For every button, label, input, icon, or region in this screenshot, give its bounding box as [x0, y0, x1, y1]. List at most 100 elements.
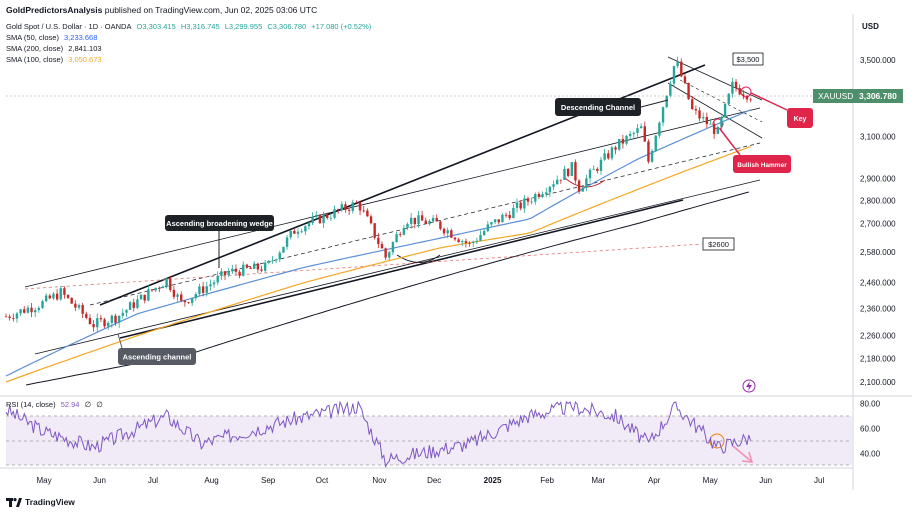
candle-body	[534, 194, 537, 202]
rsi-line[interactable]	[5, 400, 752, 469]
price-axis[interactable]: 3,500.0003,300.0003,100.0002,900.0002,80…	[860, 56, 896, 387]
candle-body	[12, 318, 15, 319]
ohlc-high: H3,316.745	[180, 22, 220, 31]
annotation-bullish-hammer[interactable]: Bullish Hammer	[719, 128, 791, 173]
candle-body	[59, 288, 62, 300]
candle-body	[242, 264, 245, 276]
candle-body	[256, 263, 260, 270]
time-tick-label: Apr	[648, 476, 661, 485]
candle-body	[482, 231, 486, 235]
candle-body	[621, 139, 625, 144]
candle-body	[8, 316, 11, 319]
annotation-2600[interactable]: $2600	[702, 237, 735, 251]
indicator-sma100[interactable]: SMA (100, close) 3,050.673	[6, 55, 102, 64]
channel-upper-thin[interactable]	[24, 107, 761, 288]
candle-body	[691, 99, 694, 110]
indicator-sma100-label: SMA (100, close)	[6, 55, 64, 64]
price-tick-label: 3,100.000	[860, 133, 896, 142]
annotation-descending-channel[interactable]: Descending Channel	[555, 98, 669, 116]
publish-header: GoldPredictorsAnalysis published on Trad…	[6, 5, 317, 15]
indicator-sma100-value: 3,050.673	[68, 55, 102, 64]
author-name[interactable]: GoldPredictorsAnalysis	[6, 5, 103, 15]
candle-body	[428, 221, 431, 225]
candle-body	[519, 202, 522, 209]
candle-body	[749, 99, 752, 101]
candle-body	[351, 202, 354, 211]
price-tick-label: 2,460.000	[860, 278, 896, 287]
support-2600-line[interactable]	[24, 243, 703, 290]
candle-body	[712, 123, 716, 134]
candle-body	[607, 153, 610, 159]
ohlc-open: O3,303.415	[136, 22, 176, 31]
candle-body	[417, 215, 420, 225]
time-axis[interactable]: May Jun Jul Aug Sep Oct Nov Dec 2025 Feb Mar Apr May…	[37, 476, 825, 485]
candle-body	[183, 300, 187, 303]
candle-body	[581, 187, 584, 192]
candle-body	[136, 299, 139, 308]
candle-body	[77, 305, 81, 308]
annotation-3500[interactable]: $3,500	[732, 52, 764, 66]
ohlc-change: +17.080 (+0.52%)	[311, 22, 372, 31]
candle-body	[442, 228, 446, 234]
candle-body	[450, 230, 453, 238]
candle-body	[413, 217, 417, 225]
lightning-icon[interactable]	[742, 379, 756, 393]
time-tick-label: Aug	[204, 476, 218, 485]
candle-body	[260, 269, 263, 271]
price-tick-label: 2,800.000	[860, 197, 896, 206]
candle-body	[315, 214, 318, 218]
desc-channel-upper[interactable]	[667, 56, 763, 101]
candle-body	[555, 179, 559, 185]
candle-body	[278, 252, 281, 260]
sma50-line[interactable]	[5, 109, 751, 377]
candle-body	[420, 215, 424, 221]
candlestick-series[interactable]	[4, 56, 752, 332]
annotation-key[interactable]: Key	[750, 92, 813, 128]
candle-body	[158, 287, 161, 289]
candle-body	[530, 201, 533, 203]
time-tick-label: Sep	[261, 476, 276, 485]
channel-lower-bold[interactable]	[119, 199, 684, 339]
candle-body	[85, 313, 88, 318]
rsi-legend[interactable]: RSI (14, close) 52.94 ∅ ∅	[6, 400, 103, 409]
candle-body	[318, 214, 322, 224]
candle-body	[497, 219, 500, 223]
indicator-sma200-label: SMA (200, close)	[6, 44, 64, 53]
candle-body	[570, 162, 573, 176]
price-tick-label: 2,700.000	[860, 220, 896, 229]
price-tick-label: 2,580.000	[860, 248, 896, 257]
candle-body	[439, 221, 442, 229]
tradingview-brand[interactable]: TradingView	[6, 497, 75, 507]
time-tick-label: Jun	[93, 476, 106, 485]
candle-body	[48, 295, 52, 299]
ohlc-legend: Gold Spot / U.S. Dollar · 1D · OANDA O3,…	[6, 22, 374, 31]
sma100-line[interactable]	[5, 145, 751, 383]
candle-body	[52, 293, 55, 299]
price-tick-label: 2,360.000	[860, 304, 896, 313]
candle-body	[548, 186, 552, 193]
candle-body	[610, 147, 614, 159]
candle-body	[307, 223, 311, 227]
candle-body	[745, 95, 749, 100]
price-tick-label: 2,180.000	[860, 354, 896, 363]
price-tag[interactable]: XAUUSD 3,306.780	[813, 89, 903, 103]
candle-body	[727, 93, 730, 104]
indicator-sma200[interactable]: SMA (200, close) 2,841.103	[6, 44, 102, 53]
candle-body	[599, 159, 603, 171]
rsi-axis[interactable]: 80.00 60.00 40.00	[860, 400, 881, 459]
candle-body	[271, 260, 274, 262]
price-tick-label: 3,500.000	[860, 56, 896, 65]
desc-channel-lower[interactable]	[667, 82, 763, 139]
candle-body	[694, 109, 698, 111]
candle-body	[227, 271, 230, 276]
candle-body	[435, 217, 438, 222]
currency-label[interactable]: USD	[862, 22, 879, 31]
instrument-name[interactable]: Gold Spot / U.S. Dollar · 1D · OANDA	[6, 22, 132, 31]
channel-lower-thin[interactable]	[34, 179, 761, 355]
annotation-ascending-channel[interactable]: Ascending channel	[117, 333, 196, 365]
candle-body	[603, 153, 606, 160]
annotation-broadening-wedge[interactable]: Ascending broadening wedge	[165, 215, 274, 268]
indicator-sma50[interactable]: SMA (50, close) 3,233.668	[6, 33, 97, 42]
